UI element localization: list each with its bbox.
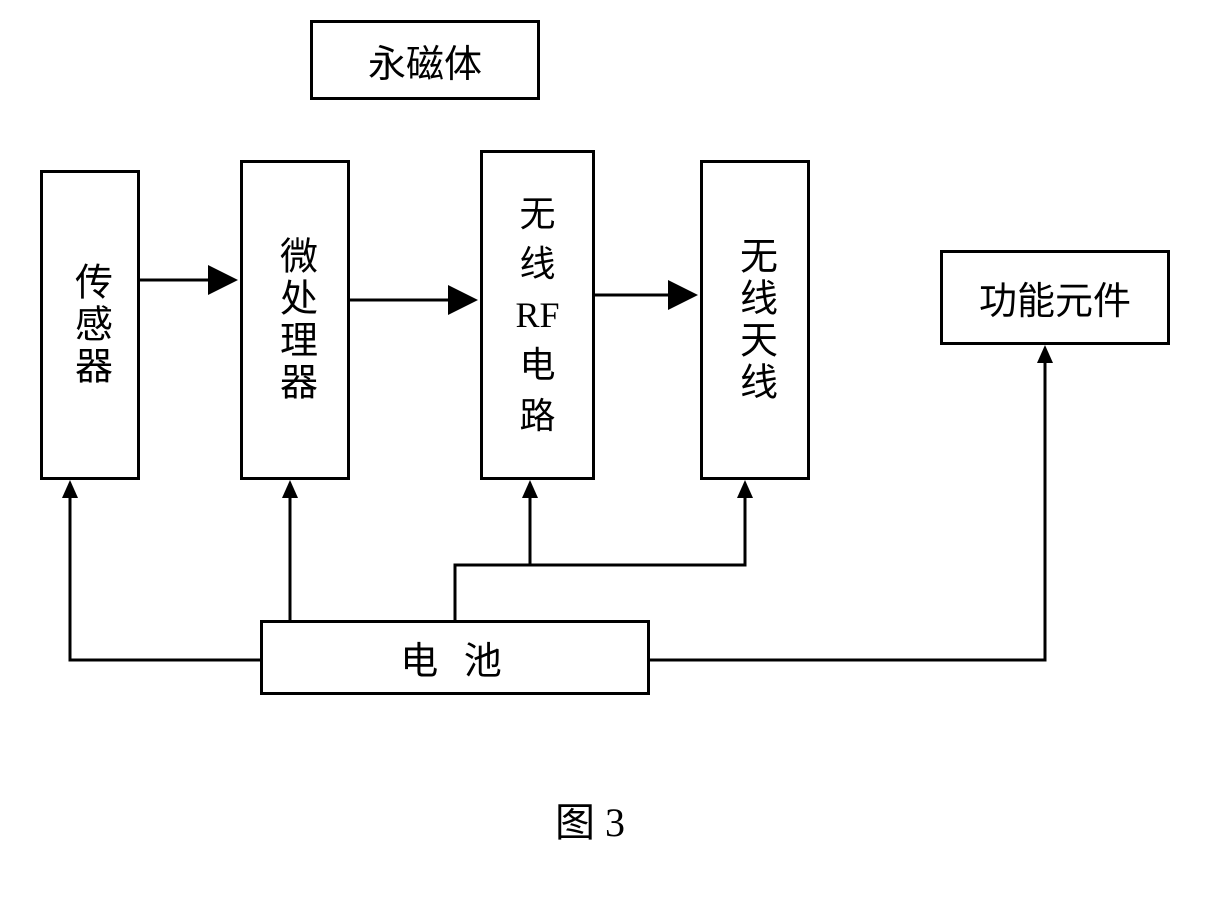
magnet-box: 永磁体 <box>310 20 540 100</box>
antenna-box: 无线天线 <box>700 160 810 480</box>
antenna-label: 无线天线 <box>728 236 783 404</box>
arrow-battery-mcu <box>282 480 298 498</box>
conn-battery-sensor <box>70 490 260 660</box>
figure-caption: 图 3 <box>555 790 625 848</box>
arrow-battery-antenna <box>737 480 753 498</box>
mcu-label: 微处理器 <box>268 236 323 404</box>
diagram-connections <box>0 0 1208 905</box>
rf-box: 无 线 RF 电 路 <box>480 150 595 480</box>
battery-box: 电 池 <box>260 620 650 695</box>
sensor-label: 传感器 <box>63 262 118 388</box>
rf-label: 无 线 RF 电 路 <box>515 189 559 441</box>
conn-battery-rf <box>455 490 530 620</box>
mcu-box: 微处理器 <box>240 160 350 480</box>
battery-label: 电 池 <box>400 630 510 685</box>
magnet-label: 永磁体 <box>368 33 482 88</box>
function-box: 功能元件 <box>940 250 1170 345</box>
function-label: 功能元件 <box>979 270 1131 325</box>
arrow-battery-sensor <box>62 480 78 498</box>
conn-battery-antenna <box>530 490 745 565</box>
arrow-battery-function <box>1037 345 1053 363</box>
arrow-battery-rf <box>522 480 538 498</box>
sensor-box: 传感器 <box>40 170 140 480</box>
